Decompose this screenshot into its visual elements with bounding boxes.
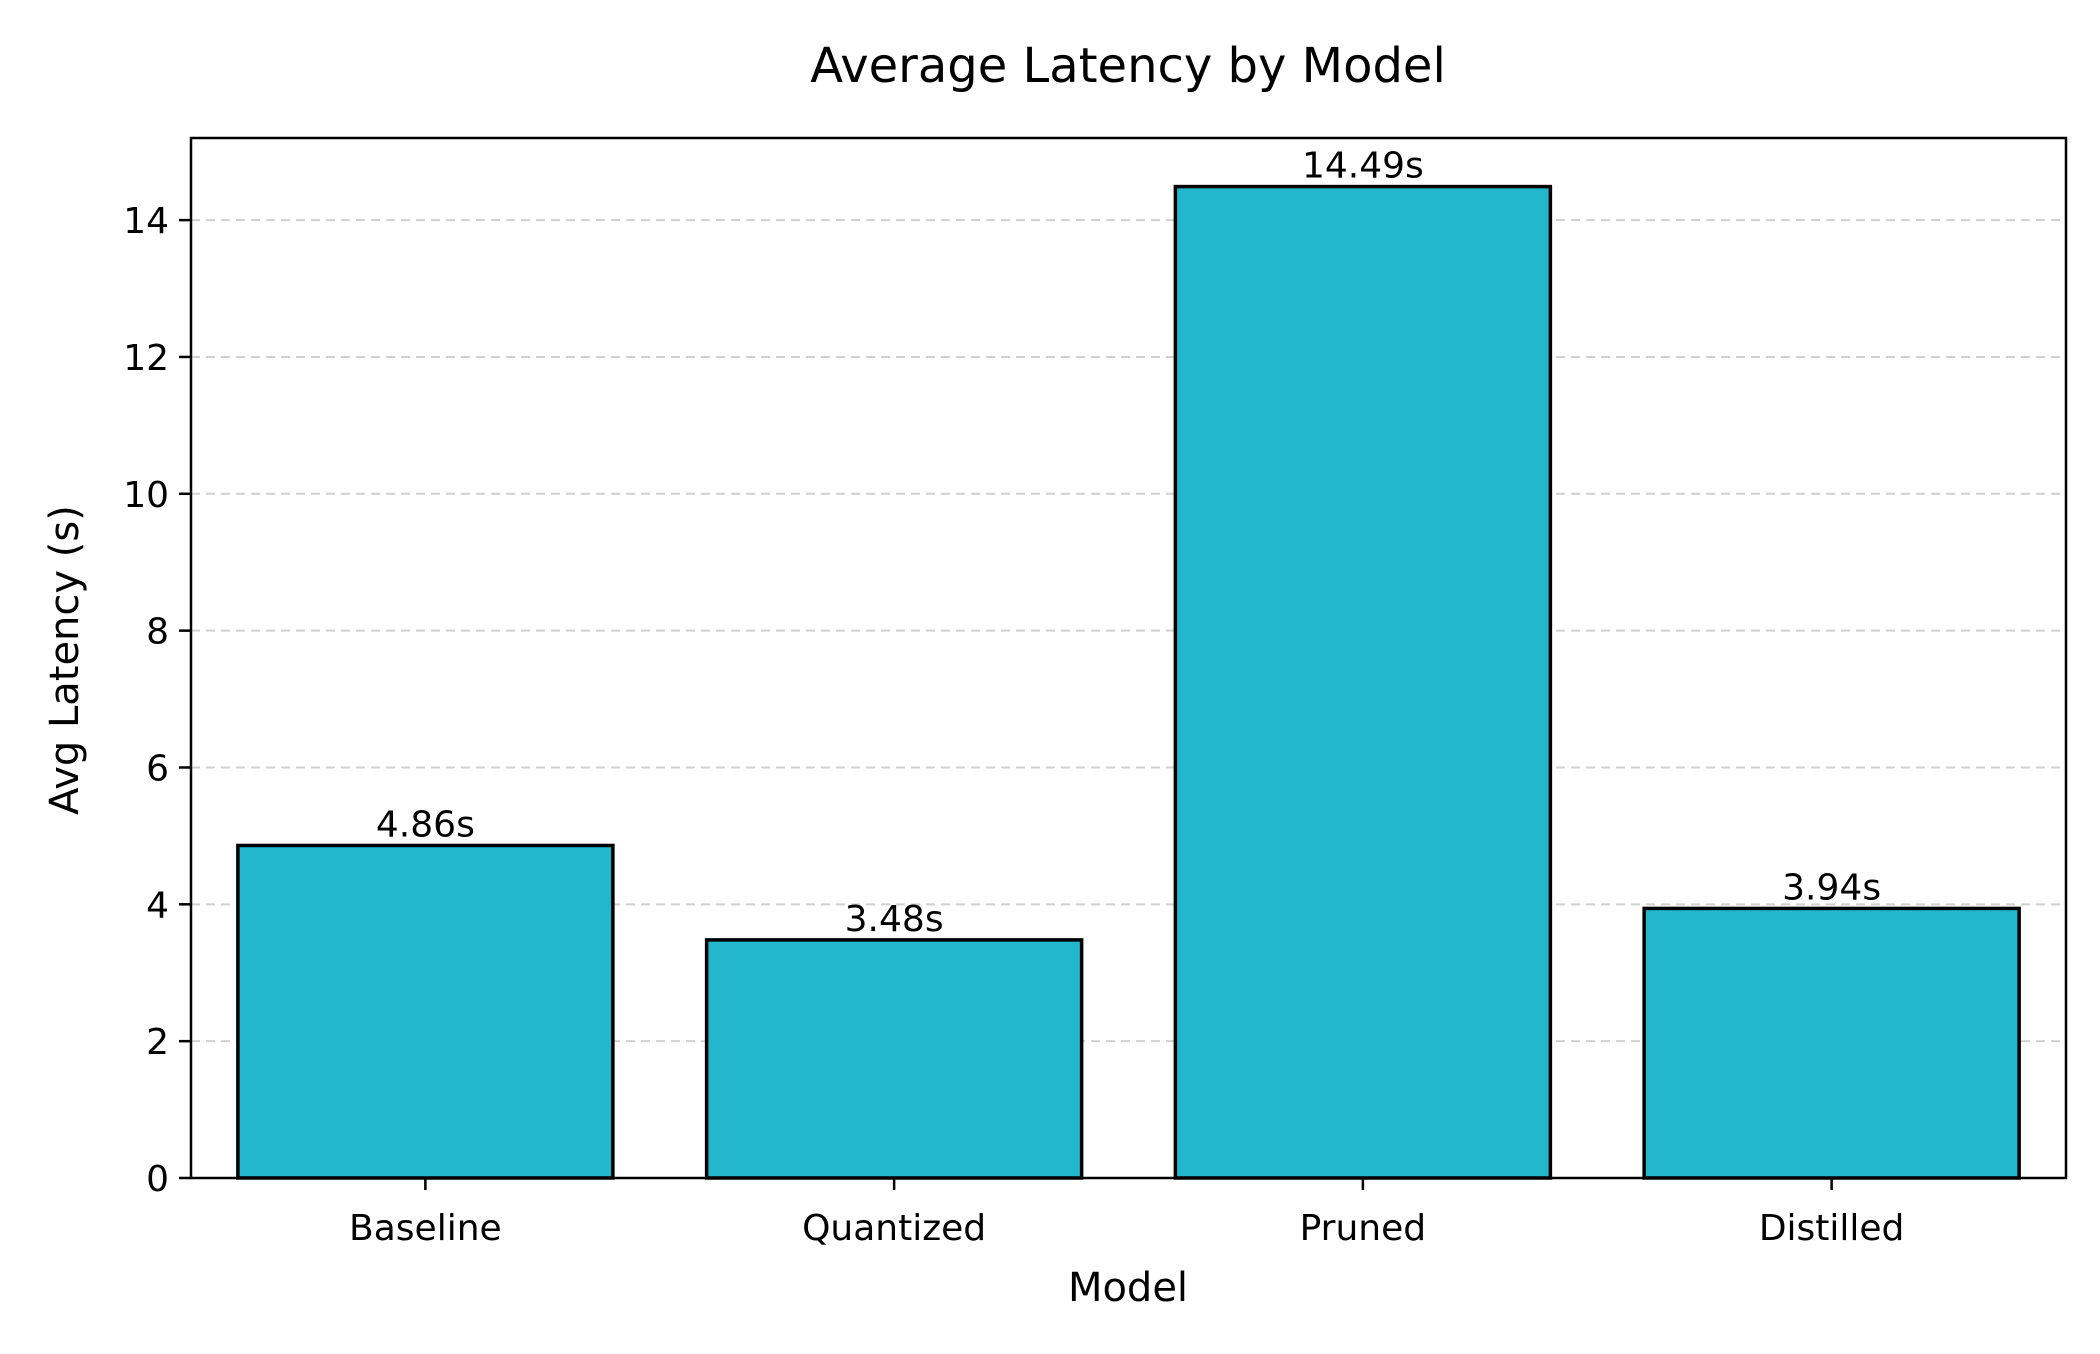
y-tick-label: 6: [146, 748, 169, 789]
y-axis-label: Avg Latency (s): [42, 505, 88, 815]
bar-quantized: [704, 938, 1084, 1180]
data-label: 3.94s: [1782, 867, 1881, 908]
y-tick-label: 0: [146, 1159, 169, 1200]
data-label: 4.86s: [376, 804, 475, 845]
y-tick-label: 8: [146, 612, 169, 653]
x-tick-label: Distilled: [1759, 1208, 1905, 1249]
x-tick-label: Quantized: [802, 1208, 986, 1249]
y-tick-label: 14: [123, 201, 169, 242]
bar-distilled: [1642, 906, 2021, 1180]
y-tick-label: 2: [146, 1022, 169, 1063]
x-axis-label: Model: [1068, 1265, 1188, 1311]
bars: [236, 184, 2021, 1180]
bar-baseline: [236, 843, 615, 1180]
y-tick-label: 4: [146, 885, 169, 926]
data-labels: 4.86s 3.48s 14.49s 3.94s: [376, 146, 1881, 940]
gridlines: [191, 219, 2066, 1043]
y-tick-label: 10: [123, 475, 169, 516]
data-label: 3.48s: [845, 899, 944, 940]
y-tick-label: 12: [123, 338, 169, 379]
bar-pruned: [1173, 184, 1553, 1180]
x-axis-ticks: Baseline Quantized Pruned Distilled: [349, 1178, 1904, 1249]
plot-frame: [189, 136, 2068, 1180]
x-tick-label: Baseline: [349, 1208, 502, 1249]
y-axis-ticks: 0 2 4 6 8 10 12 14: [123, 201, 191, 1200]
chart-title: Average Latency by Model: [810, 38, 1446, 94]
x-tick-label: Pruned: [1300, 1208, 1427, 1249]
data-label: 14.49s: [1302, 146, 1424, 187]
